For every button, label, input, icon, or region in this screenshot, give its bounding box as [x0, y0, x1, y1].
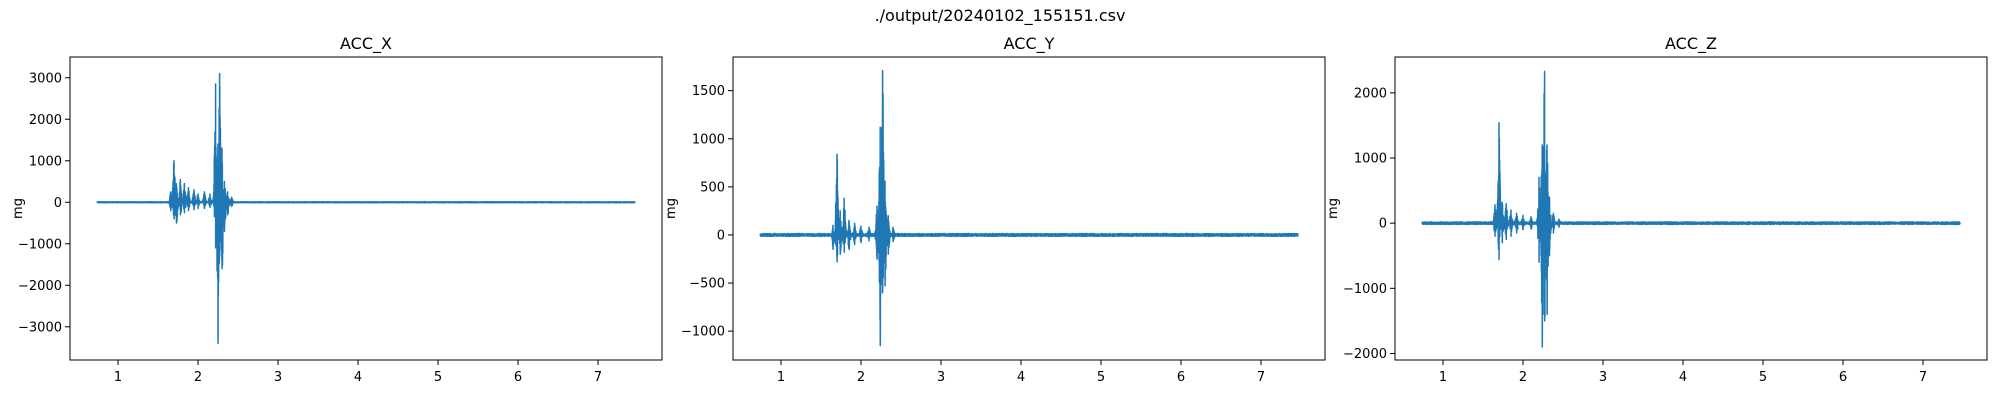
- figure-title: ./output/20240102_155151.csv: [874, 6, 1126, 25]
- y-tick-label: 1000: [1354, 152, 1387, 167]
- x-tick-label: 4: [354, 370, 362, 385]
- y-tick-label: 0: [1379, 217, 1387, 232]
- x-tick-label: 5: [434, 370, 442, 385]
- axes-frame: [732, 56, 1326, 361]
- y-tick-label: 1500: [692, 84, 725, 99]
- x-tick-label: 7: [594, 370, 602, 385]
- y-tick-label: 0: [54, 196, 62, 211]
- subplot-title: ACC_Y: [1004, 34, 1055, 54]
- x-tick-label: 6: [1177, 370, 1185, 385]
- y-tick-label: −1000: [681, 325, 725, 340]
- subplot-acc-x: ACC_X 1 2 3 4 5 6 7 −3000 −2000 −1000 0 1000 2000 3000…: [11, 34, 663, 385]
- y-tick-label: −500: [689, 277, 725, 292]
- y-tick-label: −1000: [18, 237, 62, 252]
- y-tick-label: 2000: [1354, 86, 1387, 101]
- x-tick-label: 3: [274, 370, 282, 385]
- x-tick-label: 3: [1599, 370, 1607, 385]
- series-line: [759, 69, 1299, 347]
- y-tick-label: 500: [700, 180, 725, 195]
- y-tick-label: −1000: [1343, 282, 1387, 297]
- series-line: [96, 72, 636, 345]
- subplot-title: ACC_Z: [1665, 34, 1717, 54]
- x-tick-label: 1: [777, 370, 785, 385]
- x-tick-label: 2: [1519, 370, 1527, 385]
- y-tick-label: 0: [717, 228, 725, 243]
- axes-frame: [1394, 56, 1988, 361]
- y-tick-label: 3000: [29, 71, 62, 86]
- x-tick-label: 3: [937, 370, 945, 385]
- subplot-title: ACC_X: [340, 34, 392, 54]
- y-tick-label: 1000: [692, 132, 725, 147]
- y-tick-label: 2000: [29, 113, 62, 128]
- y-axis-label: mg: [1326, 198, 1341, 219]
- axes-frame: [69, 56, 663, 361]
- subplot-acc-z: ACC_Z 1 2 3 4 5 6 7 −2000 −1000 0 1000 2000 mg: [1326, 34, 1988, 385]
- x-tick-label: 6: [514, 370, 522, 385]
- y-axis-label: mg: [664, 198, 679, 219]
- x-tick-label: 1: [1439, 370, 1447, 385]
- x-tick-label: 2: [857, 370, 865, 385]
- y-axis-label: mg: [11, 198, 26, 219]
- x-tick-label: 4: [1017, 370, 1025, 385]
- series-line: [1421, 70, 1961, 348]
- x-tick-label: 2: [194, 370, 202, 385]
- x-tick-label: 1: [114, 370, 122, 385]
- x-tick-label: 7: [1919, 370, 1927, 385]
- x-tick-label: 5: [1097, 370, 1105, 385]
- y-tick-label: −2000: [18, 279, 62, 294]
- y-tick-label: 1000: [29, 154, 62, 169]
- x-tick-label: 7: [1257, 370, 1265, 385]
- subplot-acc-y: ACC_Y 1 2 3 4 5 6 7 −1000 −500 0 500 1000 1500 mg: [664, 34, 1326, 385]
- x-tick-label: 4: [1679, 370, 1687, 385]
- x-tick-label: 5: [1759, 370, 1767, 385]
- y-tick-label: −3000: [18, 320, 62, 335]
- x-tick-label: 6: [1839, 370, 1847, 385]
- y-tick-label: −2000: [1343, 347, 1387, 362]
